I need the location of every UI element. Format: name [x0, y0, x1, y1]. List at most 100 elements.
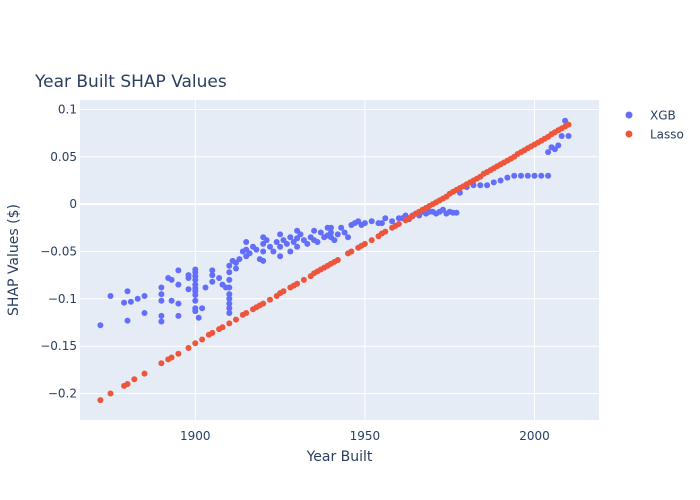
- point-xgb: [158, 318, 165, 325]
- point-xgb: [236, 256, 243, 263]
- legend-label-lasso: Lasso: [650, 128, 684, 142]
- point-xgb: [297, 231, 304, 238]
- legend-marker-xgb: [625, 111, 633, 119]
- point-xgb: [233, 265, 239, 272]
- point-xgb: [226, 269, 233, 276]
- point-xgb: [497, 177, 504, 184]
- point-xgb: [511, 172, 518, 179]
- point-xgb: [484, 182, 491, 189]
- point-xgb: [277, 253, 284, 260]
- point-xgb: [185, 286, 192, 293]
- point-xgb: [267, 243, 273, 250]
- point-xgb: [263, 237, 270, 244]
- point-xgb: [226, 305, 233, 312]
- point-xgb: [243, 239, 250, 245]
- point-xgb: [331, 237, 338, 244]
- point-xgb: [141, 293, 148, 299]
- point-xgb: [328, 229, 334, 236]
- point-xgb: [304, 240, 311, 247]
- point-xgb: [185, 275, 192, 281]
- point-xgb: [141, 310, 148, 316]
- point-xgb: [202, 284, 209, 291]
- point-xgb: [531, 172, 538, 179]
- point-xgb: [168, 297, 175, 304]
- point-xgb: [453, 209, 460, 216]
- point-xgb: [389, 218, 396, 225]
- point-xgb: [545, 149, 552, 156]
- point-xgb: [216, 275, 223, 281]
- point-xgb: [253, 246, 260, 253]
- point-xgb: [107, 293, 114, 299]
- point-xgb: [524, 172, 531, 179]
- x-axis-ticks: 1900 1950 2000: [180, 429, 550, 443]
- y-tick-label: 0.1: [58, 103, 77, 117]
- point-lasso: [280, 288, 287, 295]
- legend-label-xgb: XGB: [650, 109, 676, 123]
- point-xgb: [226, 262, 233, 269]
- point-xgb: [273, 239, 280, 245]
- point-xgb: [124, 317, 131, 324]
- point-xgb: [192, 276, 199, 283]
- legend: XGB Lasso: [625, 109, 684, 142]
- point-xgb: [287, 248, 294, 255]
- point-lasso: [185, 345, 192, 351]
- point-xgb: [226, 300, 233, 307]
- point-xgb: [209, 267, 216, 274]
- point-xgb: [168, 276, 175, 283]
- point-xgb: [555, 142, 562, 149]
- point-lasso: [334, 257, 341, 263]
- point-xgb: [361, 220, 368, 227]
- point-lasso: [219, 324, 226, 331]
- point-lasso: [168, 354, 175, 361]
- point-lasso: [131, 376, 138, 383]
- point-lasso: [361, 240, 368, 247]
- point-xgb: [558, 133, 565, 139]
- point-lasso: [199, 336, 206, 343]
- point-xgb: [158, 284, 165, 291]
- point-xgb: [226, 295, 233, 302]
- point-xgb: [97, 322, 104, 329]
- point-lasso: [260, 300, 267, 307]
- point-lasso: [243, 310, 250, 316]
- point-xgb: [317, 229, 324, 236]
- point-lasso: [294, 280, 301, 287]
- point-xgb: [175, 281, 182, 288]
- point-lasso: [97, 397, 104, 404]
- point-xgb: [175, 300, 182, 307]
- x-tick-label: 1900: [180, 429, 211, 443]
- point-xgb: [158, 297, 165, 304]
- point-xgb: [209, 272, 216, 279]
- point-xgb: [338, 224, 345, 231]
- legend-item-lasso[interactable]: Lasso: [625, 128, 684, 142]
- point-lasso: [209, 329, 216, 336]
- point-xgb: [477, 182, 484, 189]
- legend-item-xgb[interactable]: XGB: [625, 109, 676, 123]
- legend-marker-lasso: [625, 130, 633, 138]
- point-xgb: [294, 243, 301, 250]
- y-tick-label: 0: [69, 197, 77, 211]
- point-lasso: [175, 350, 182, 357]
- x-tick-label: 1950: [350, 429, 381, 443]
- point-xgb: [192, 308, 199, 315]
- x-axis-title: Year Built: [306, 449, 373, 465]
- point-xgb: [382, 215, 389, 222]
- point-xgb: [226, 291, 233, 298]
- point-xgb: [490, 179, 497, 186]
- point-xgb: [121, 299, 128, 306]
- point-xgb: [334, 231, 341, 238]
- point-xgb: [192, 297, 199, 304]
- point-lasso: [368, 237, 375, 244]
- point-xgb: [199, 305, 206, 312]
- point-xgb: [260, 257, 267, 264]
- point-xgb: [314, 239, 321, 245]
- point-xgb: [158, 291, 165, 298]
- point-xgb: [192, 292, 199, 298]
- point-xgb: [277, 231, 284, 238]
- point-lasso: [141, 370, 148, 377]
- y-axis-ticks: −0.2 −0.15 −0.1 −0.05 0 0.05 0.1: [40, 103, 77, 401]
- point-lasso: [124, 381, 131, 387]
- point-xgb: [246, 250, 253, 257]
- point-xgb: [226, 284, 233, 291]
- point-xgb: [175, 312, 182, 319]
- point-xgb: [368, 218, 375, 225]
